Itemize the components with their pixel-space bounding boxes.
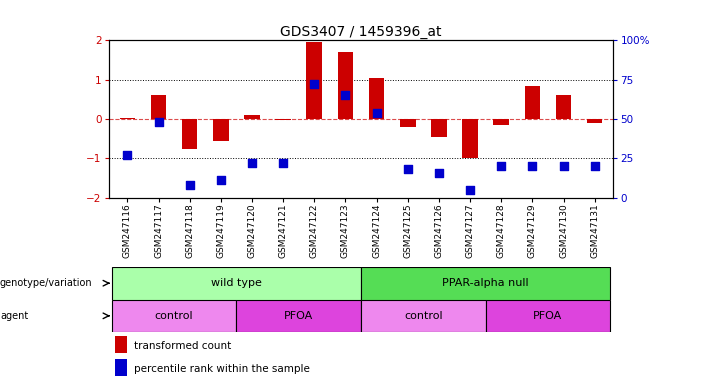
Point bbox=[465, 187, 476, 193]
Bar bbox=[236, 300, 361, 332]
Point bbox=[526, 163, 538, 169]
Bar bbox=[275, 119, 291, 120]
Bar bbox=[120, 118, 135, 119]
Bar bbox=[369, 78, 384, 119]
Text: PFOA: PFOA bbox=[284, 311, 313, 321]
Bar bbox=[338, 52, 353, 119]
Bar bbox=[524, 86, 540, 119]
Bar bbox=[431, 119, 447, 137]
Bar bbox=[244, 115, 260, 119]
Point bbox=[153, 119, 164, 125]
Point bbox=[122, 152, 133, 158]
Text: control: control bbox=[155, 311, 193, 321]
Point bbox=[246, 160, 257, 166]
Text: PPAR-alpha null: PPAR-alpha null bbox=[442, 278, 529, 288]
Bar bbox=[111, 300, 236, 332]
Point bbox=[308, 81, 320, 88]
Bar bbox=[114, 336, 127, 353]
Text: percentile rank within the sample: percentile rank within the sample bbox=[134, 364, 310, 374]
Point bbox=[340, 92, 351, 98]
Bar bbox=[213, 119, 229, 141]
Text: agent: agent bbox=[0, 311, 28, 321]
Text: genotype/variation: genotype/variation bbox=[0, 278, 93, 288]
Text: transformed count: transformed count bbox=[134, 341, 231, 351]
Bar bbox=[556, 95, 571, 119]
Bar bbox=[151, 95, 166, 119]
Bar bbox=[400, 119, 416, 127]
Bar bbox=[361, 300, 486, 332]
Text: PFOA: PFOA bbox=[533, 311, 563, 321]
Bar bbox=[587, 119, 602, 123]
Point bbox=[496, 163, 507, 169]
Bar bbox=[486, 300, 611, 332]
Point bbox=[433, 169, 444, 175]
Point bbox=[558, 163, 569, 169]
Bar bbox=[462, 119, 478, 158]
Point bbox=[278, 160, 289, 166]
Title: GDS3407 / 1459396_at: GDS3407 / 1459396_at bbox=[280, 25, 442, 39]
Bar bbox=[361, 267, 611, 300]
Bar bbox=[306, 42, 322, 119]
Bar bbox=[494, 119, 509, 125]
Bar bbox=[182, 119, 198, 149]
Text: wild type: wild type bbox=[211, 278, 262, 288]
Bar bbox=[114, 359, 127, 376]
Bar bbox=[111, 267, 361, 300]
Point bbox=[589, 163, 600, 169]
Point bbox=[402, 166, 414, 172]
Point bbox=[215, 177, 226, 184]
Point bbox=[184, 182, 196, 188]
Text: control: control bbox=[404, 311, 442, 321]
Point bbox=[371, 110, 382, 116]
